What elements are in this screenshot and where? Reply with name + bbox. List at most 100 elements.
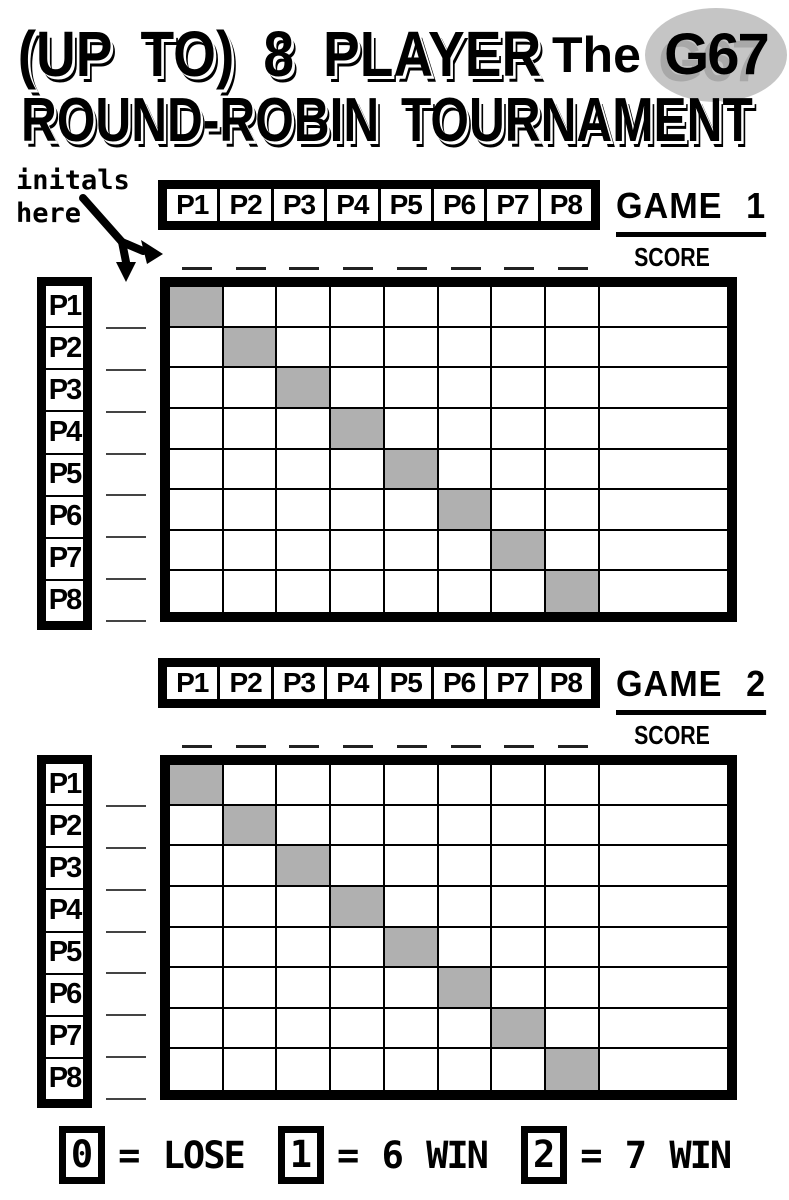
match-cell[interactable]: [331, 968, 385, 1009]
match-cell[interactable]: [277, 1049, 332, 1090]
score-cell[interactable]: [599, 328, 727, 369]
initials-blank-p4[interactable]: [106, 413, 146, 455]
match-cell[interactable]: [223, 408, 278, 450]
match-cell[interactable]: [384, 846, 439, 887]
match-cell[interactable]: [223, 327, 278, 369]
match-cell[interactable]: [223, 530, 278, 572]
match-cell[interactable]: [277, 327, 332, 369]
match-cell[interactable]: [277, 805, 332, 847]
match-cell[interactable]: [277, 765, 332, 806]
initials-blank-p6[interactable]: [106, 974, 146, 1017]
column-initials-blank-p5[interactable]: [385, 740, 439, 748]
match-cell[interactable]: [384, 449, 439, 491]
match-cell[interactable]: [223, 1008, 278, 1050]
match-cell[interactable]: [545, 571, 600, 612]
column-initials-blank-p2[interactable]: [224, 740, 278, 748]
match-cell[interactable]: [277, 1008, 332, 1050]
match-cell[interactable]: [331, 571, 385, 612]
match-cell[interactable]: [545, 886, 600, 928]
match-cell[interactable]: [170, 968, 224, 1009]
match-cell[interactable]: [170, 886, 224, 928]
match-cell[interactable]: [438, 449, 493, 491]
match-cell[interactable]: [438, 805, 493, 847]
column-initials-blank-p8[interactable]: [546, 262, 600, 270]
match-cell[interactable]: [170, 805, 224, 847]
match-cell[interactable]: [170, 571, 224, 612]
match-cell[interactable]: [277, 449, 332, 491]
match-cell[interactable]: [331, 886, 385, 928]
match-cell[interactable]: [384, 408, 439, 450]
score-cell[interactable]: [599, 968, 727, 1009]
match-cell[interactable]: [492, 490, 546, 531]
match-cell[interactable]: [277, 408, 332, 450]
initials-blank-p2[interactable]: [106, 329, 146, 371]
initials-blank-p8[interactable]: [106, 580, 146, 622]
column-initials-blank-p1[interactable]: [170, 740, 224, 748]
initials-blank-p1[interactable]: [106, 287, 146, 329]
match-cell[interactable]: [438, 490, 493, 531]
match-cell[interactable]: [223, 490, 278, 531]
match-cell[interactable]: [545, 805, 600, 847]
score-cell[interactable]: [599, 887, 727, 928]
match-cell[interactable]: [223, 968, 278, 1009]
initials-blank-p7[interactable]: [106, 1016, 146, 1059]
match-cell[interactable]: [545, 765, 600, 806]
match-cell[interactable]: [223, 846, 278, 887]
initials-blank-p5[interactable]: [106, 455, 146, 497]
match-cell[interactable]: [170, 490, 224, 531]
match-cell[interactable]: [384, 368, 439, 409]
match-cell[interactable]: [223, 368, 278, 409]
match-cell[interactable]: [438, 327, 493, 369]
column-initials-blank-p4[interactable]: [331, 262, 385, 270]
match-cell[interactable]: [545, 530, 600, 572]
match-cell[interactable]: [223, 449, 278, 491]
match-cell[interactable]: [331, 327, 385, 369]
score-cell[interactable]: [599, 928, 727, 969]
match-cell[interactable]: [384, 886, 439, 928]
match-cell[interactable]: [438, 408, 493, 450]
match-cell[interactable]: [384, 1008, 439, 1050]
column-initials-blank-p5[interactable]: [385, 262, 439, 270]
match-cell[interactable]: [492, 571, 546, 612]
match-cell[interactable]: [492, 765, 546, 806]
match-cell[interactable]: [170, 846, 224, 887]
match-cell[interactable]: [170, 1049, 224, 1090]
match-cell[interactable]: [331, 1049, 385, 1090]
column-initials-blank-p6[interactable]: [439, 740, 493, 748]
match-cell[interactable]: [492, 1049, 546, 1090]
score-cell[interactable]: [600, 1049, 727, 1090]
match-cell[interactable]: [277, 886, 332, 928]
column-initials-blank-p3[interactable]: [278, 740, 332, 748]
match-cell[interactable]: [385, 571, 439, 612]
score-cell[interactable]: [599, 450, 727, 491]
match-cell[interactable]: [277, 571, 332, 612]
match-cell[interactable]: [439, 1049, 493, 1090]
initials-blank-p3[interactable]: [106, 371, 146, 413]
match-cell[interactable]: [170, 287, 224, 328]
match-cell[interactable]: [331, 449, 385, 491]
match-cell[interactable]: [492, 327, 546, 369]
match-cell[interactable]: [545, 287, 600, 328]
match-cell[interactable]: [331, 530, 385, 572]
match-cell[interactable]: [223, 287, 278, 328]
match-cell[interactable]: [170, 368, 224, 409]
match-cell[interactable]: [492, 968, 546, 1009]
match-cell[interactable]: [545, 968, 600, 1009]
score-cell[interactable]: [599, 490, 727, 531]
match-cell[interactable]: [492, 530, 546, 572]
match-cell[interactable]: [545, 408, 600, 450]
match-cell[interactable]: [384, 287, 439, 328]
initials-blank-p6[interactable]: [106, 496, 146, 539]
column-initials-blank-p2[interactable]: [224, 262, 278, 270]
initials-blank-p1[interactable]: [106, 765, 146, 807]
match-cell[interactable]: [331, 846, 385, 887]
match-cell[interactable]: [277, 968, 332, 1009]
match-cell[interactable]: [277, 490, 332, 531]
match-cell[interactable]: [170, 1008, 224, 1050]
match-cell[interactable]: [331, 927, 385, 969]
match-cell[interactable]: [331, 408, 385, 450]
match-cell[interactable]: [545, 1049, 600, 1090]
match-cell[interactable]: [331, 490, 385, 531]
match-cell[interactable]: [223, 765, 278, 806]
score-cell[interactable]: [599, 368, 727, 409]
